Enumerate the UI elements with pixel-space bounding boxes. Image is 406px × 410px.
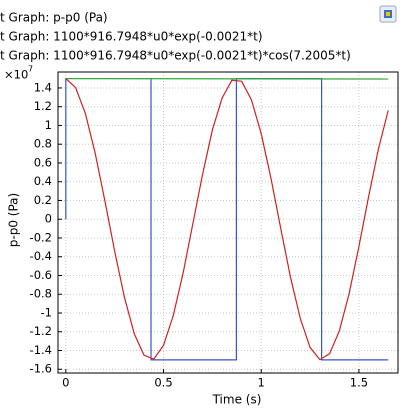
legend-line: t Graph: p-p0 (Pa) [0, 11, 108, 25]
legend-line: t Graph: 1100*916.7948*u0*exp(-0.0021*t)… [0, 49, 351, 63]
icon-dot[interactable] [386, 12, 390, 16]
y-tick-label: 0.6 [34, 155, 52, 169]
y-tick-label: -0.2 [30, 230, 52, 244]
x-axis-label: Time (s) [212, 393, 262, 407]
y-axis-label: p-p0 (Pa) [7, 193, 21, 247]
export-icon[interactable] [379, 5, 397, 23]
y-multiplier-exponent: 7 [28, 65, 33, 74]
plot-frame [57, 71, 399, 374]
y-tick-label: -0.8 [30, 287, 52, 301]
x-tick-label: 0 [62, 376, 69, 390]
x-tick-label: 0.5 [154, 376, 172, 390]
x-tick-label: 1 [258, 376, 265, 390]
y-tick-label: -1.2 [30, 324, 52, 338]
y-tick-label: 0 [45, 212, 52, 226]
y-multiplier: ×10 [4, 68, 28, 82]
y-tick-label: 0.8 [34, 137, 52, 151]
y-tick-label: -0.6 [30, 268, 52, 282]
legend-line: t Graph: 1100*916.7948*u0*exp(-0.0021*t) [0, 30, 263, 44]
y-tick-label: -1 [41, 305, 52, 319]
y-tick-label: 0.2 [34, 193, 52, 207]
y-tick-label: 1.2 [34, 99, 52, 113]
series-line [65, 78, 389, 361]
y-tick-label: 1 [45, 118, 52, 132]
y-tick-label: 0.4 [34, 174, 52, 188]
y-tick-label: -1.4 [30, 343, 52, 357]
x-tick-label: 1.5 [350, 376, 368, 390]
y-tick-label: 1.4 [34, 80, 52, 94]
y-tick-label: -1.6 [30, 362, 52, 376]
y-tick-label: -0.4 [30, 249, 52, 263]
